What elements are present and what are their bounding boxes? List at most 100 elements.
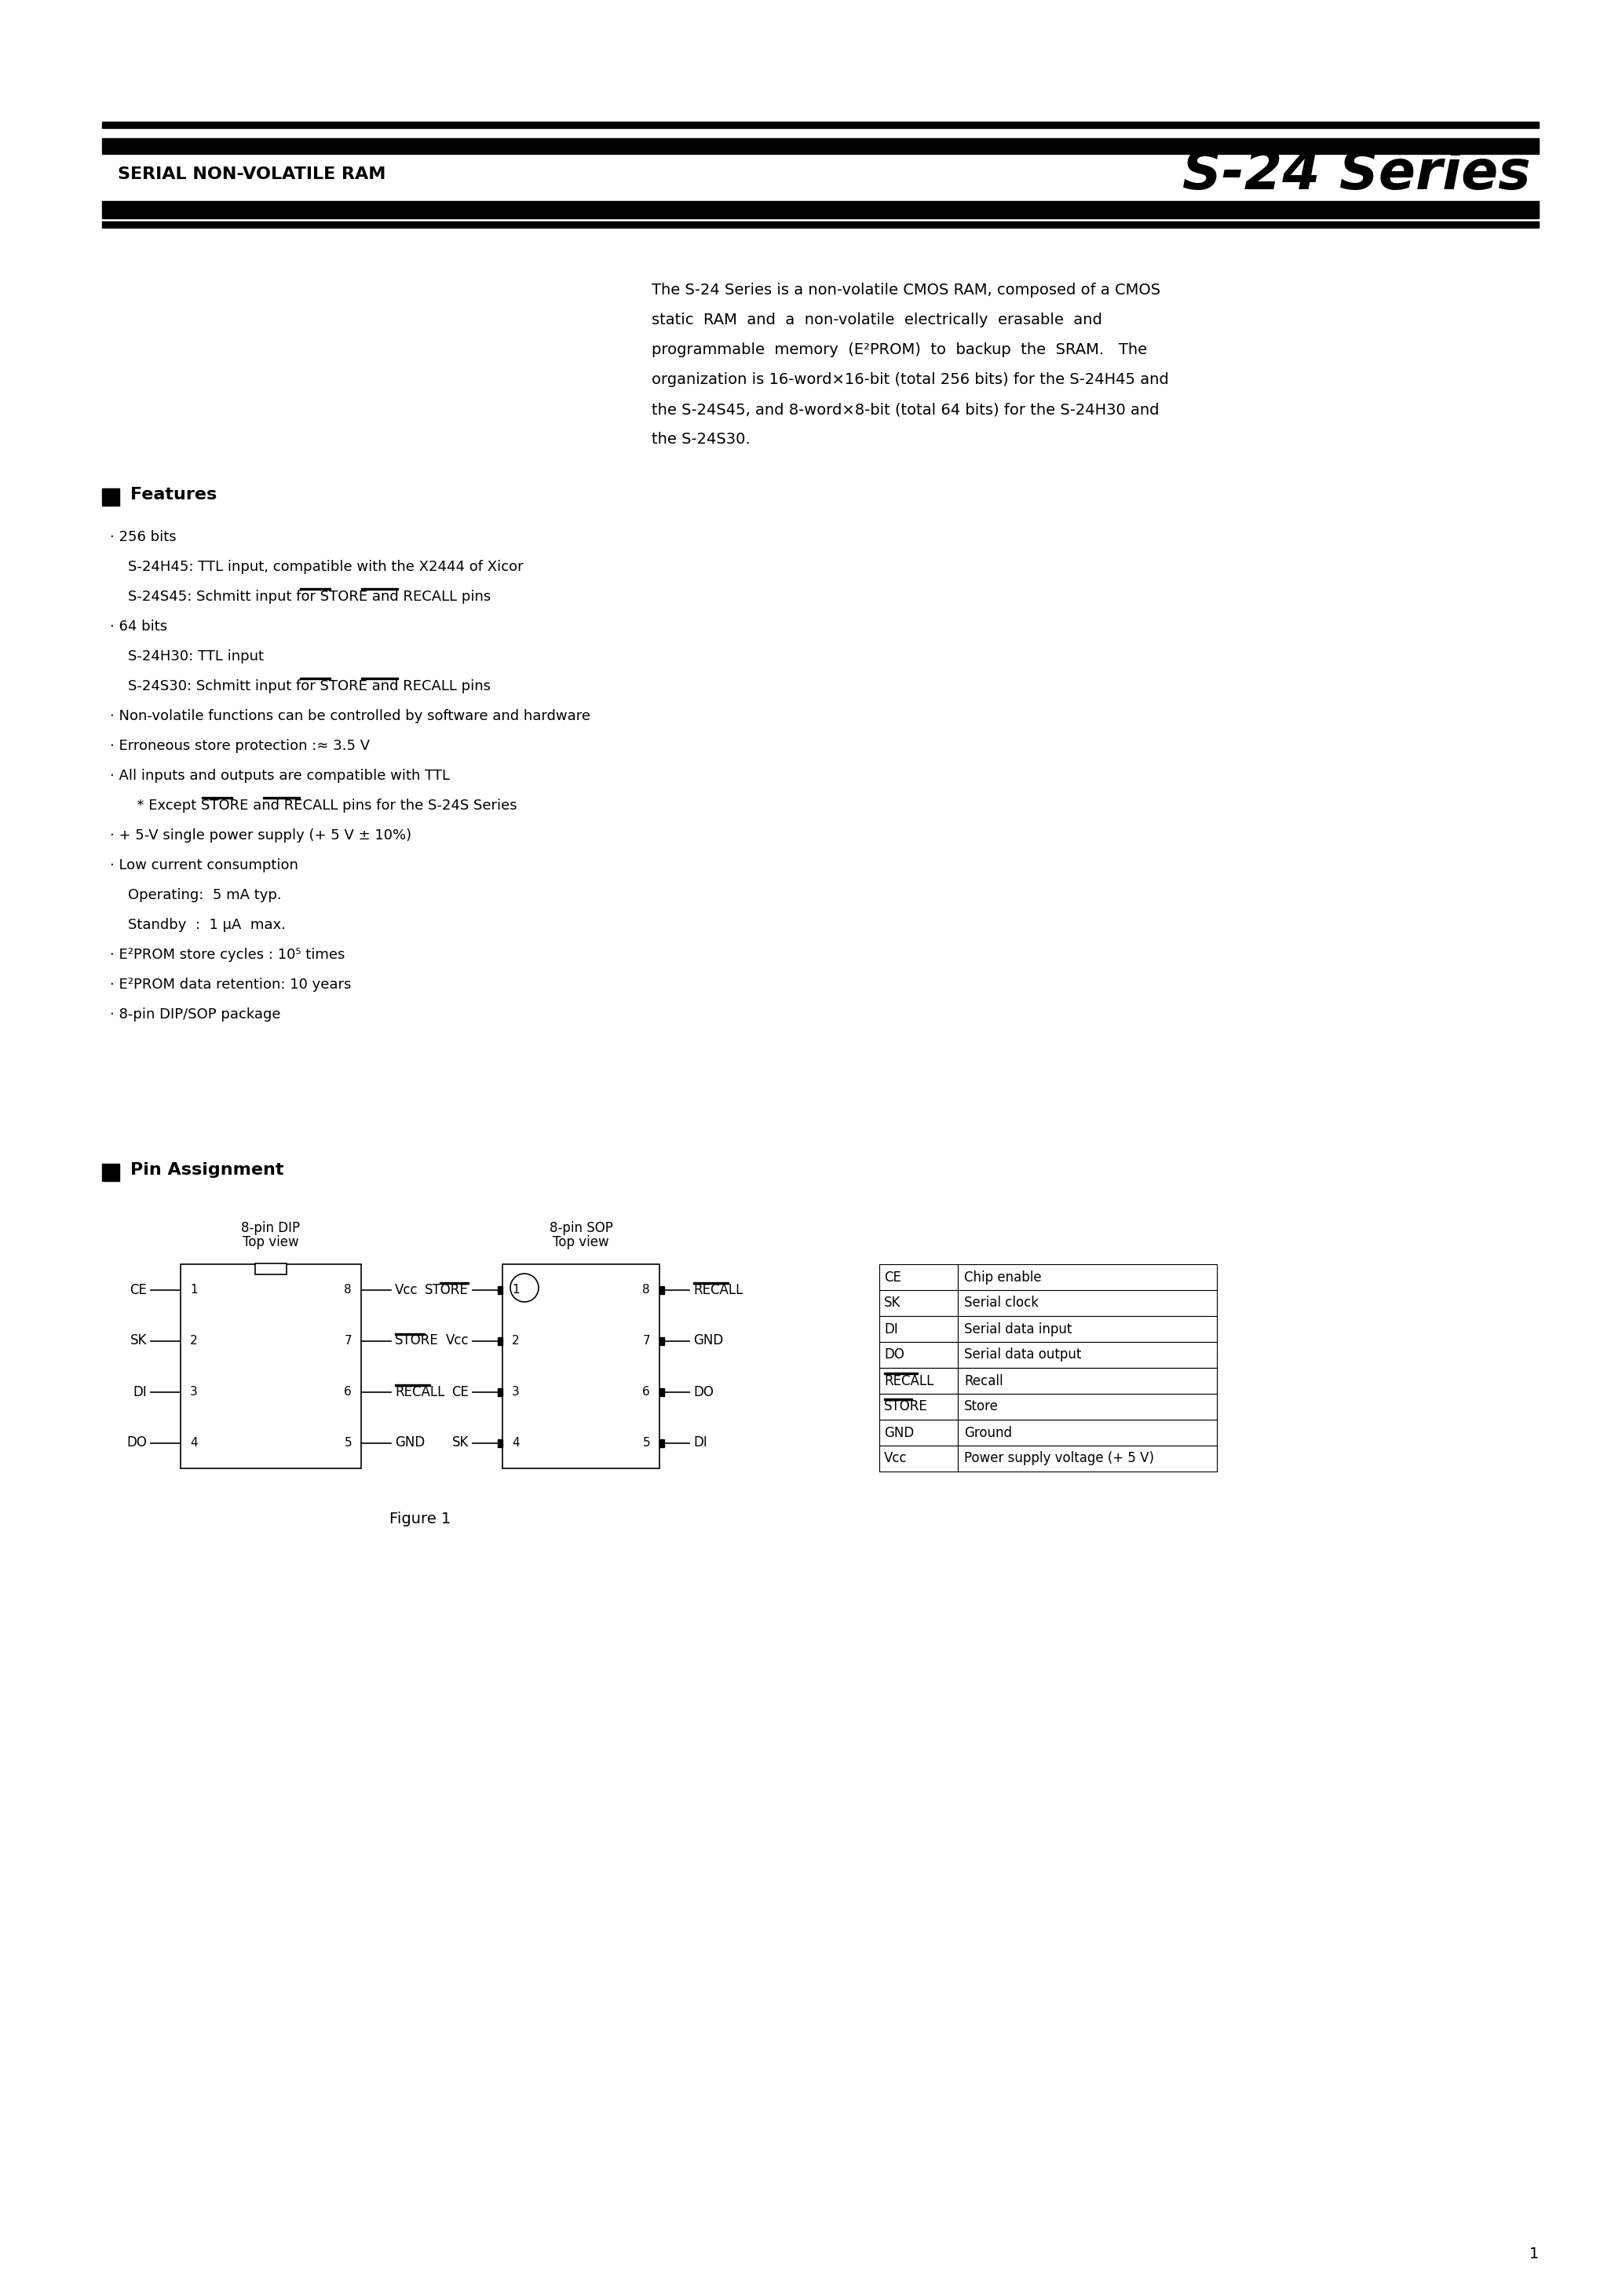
Text: DI: DI <box>884 1322 899 1336</box>
Text: 4: 4 <box>190 1437 198 1449</box>
Text: 8: 8 <box>344 1283 352 1295</box>
Text: 1: 1 <box>190 1283 198 1295</box>
Text: SERIAL NON-VOLATILE RAM: SERIAL NON-VOLATILE RAM <box>118 168 386 181</box>
Text: organization is 16-word×16-bit (total 256 bits) for the S-24H45 and: organization is 16-word×16-bit (total 25… <box>652 372 1169 388</box>
Text: 5: 5 <box>642 1437 650 1449</box>
Text: Features: Features <box>130 487 217 503</box>
Text: · + 5-V single power supply (+ 5 V ± 10%): · + 5-V single power supply (+ 5 V ± 10%… <box>110 829 412 843</box>
Bar <box>102 1164 120 1180</box>
Bar <box>498 1336 503 1345</box>
Bar <box>959 1290 1216 1316</box>
Text: SK: SK <box>453 1435 469 1449</box>
Text: The S-24 Series is a non-volatile CMOS RAM, composed of a CMOS: The S-24 Series is a non-volatile CMOS R… <box>652 282 1160 298</box>
Bar <box>660 1440 663 1446</box>
Text: 2: 2 <box>190 1334 198 1348</box>
Bar <box>102 489 120 505</box>
Text: Chip enable: Chip enable <box>963 1270 1041 1283</box>
Text: DI: DI <box>693 1435 707 1449</box>
Text: · 64 bits: · 64 bits <box>110 620 167 634</box>
Text: · All inputs and outputs are compatible with TTL: · All inputs and outputs are compatible … <box>110 769 449 783</box>
Text: CE: CE <box>130 1283 148 1297</box>
Bar <box>660 1336 663 1345</box>
Text: STORE: STORE <box>425 1283 469 1297</box>
Bar <box>503 1265 660 1469</box>
Bar <box>660 1387 663 1396</box>
Bar <box>102 138 1539 154</box>
Bar <box>879 1419 959 1446</box>
Bar <box>180 1265 362 1469</box>
Bar <box>498 1286 503 1293</box>
Text: Serial clock: Serial clock <box>963 1295 1038 1311</box>
Text: 6: 6 <box>642 1387 650 1398</box>
Bar <box>879 1341 959 1368</box>
Text: S-24H45: TTL input, compatible with the X2444 of Xicor: S-24H45: TTL input, compatible with the … <box>110 560 524 574</box>
Bar <box>879 1265 959 1290</box>
Text: Store: Store <box>963 1401 999 1414</box>
Text: GND: GND <box>693 1334 723 1348</box>
Text: · 256 bits: · 256 bits <box>110 530 177 544</box>
Text: · E²PROM store cycles : 10⁵ times: · E²PROM store cycles : 10⁵ times <box>110 948 345 962</box>
Text: SK: SK <box>130 1334 148 1348</box>
Bar <box>959 1341 1216 1368</box>
Text: Pin Assignment: Pin Assignment <box>130 1162 284 1178</box>
Text: CE: CE <box>884 1270 902 1283</box>
Text: Serial data input: Serial data input <box>963 1322 1072 1336</box>
Text: static  RAM  and  a  non-volatile  electrically  erasable  and: static RAM and a non-volatile electrical… <box>652 312 1103 328</box>
Text: Operating:  5 mA typ.: Operating: 5 mA typ. <box>110 889 282 902</box>
Text: 3: 3 <box>513 1387 519 1398</box>
Text: Vcc: Vcc <box>884 1451 907 1465</box>
Text: RECALL: RECALL <box>693 1283 743 1297</box>
Text: * Except STORE and RECALL pins for the S-24S Series: * Except STORE and RECALL pins for the S… <box>110 799 517 813</box>
Bar <box>959 1446 1216 1472</box>
Text: 5: 5 <box>344 1437 352 1449</box>
Text: programmable  memory  (E²PROM)  to  backup  the  SRAM.   The: programmable memory (E²PROM) to backup t… <box>652 342 1147 358</box>
Bar <box>879 1290 959 1316</box>
Bar <box>959 1368 1216 1394</box>
Bar <box>879 1316 959 1341</box>
Text: Vcc: Vcc <box>394 1283 418 1297</box>
Text: Serial data output: Serial data output <box>963 1348 1082 1362</box>
Text: 1: 1 <box>513 1283 519 1295</box>
Text: · Non-volatile functions can be controlled by software and hardware: · Non-volatile functions can be controll… <box>110 709 590 723</box>
Text: SK: SK <box>884 1295 900 1311</box>
Text: S-24H30: TTL input: S-24H30: TTL input <box>110 650 264 664</box>
Text: GND: GND <box>394 1435 425 1449</box>
Text: Standby  :  1 μA  max.: Standby : 1 μA max. <box>110 918 285 932</box>
Text: 1: 1 <box>1530 2245 1539 2262</box>
Text: RECALL: RECALL <box>884 1373 934 1387</box>
Text: Vcc: Vcc <box>446 1334 469 1348</box>
Bar <box>959 1419 1216 1446</box>
Text: 2: 2 <box>513 1334 519 1348</box>
Text: Recall: Recall <box>963 1373 1002 1387</box>
Text: the S-24S45, and 8-word×8-bit (total 64 bits) for the S-24H30 and: the S-24S45, and 8-word×8-bit (total 64 … <box>652 402 1160 418</box>
Bar <box>959 1265 1216 1290</box>
Text: STORE: STORE <box>884 1401 928 1414</box>
Bar <box>102 202 1539 218</box>
Text: STORE: STORE <box>394 1334 438 1348</box>
Bar <box>879 1394 959 1419</box>
Text: DO: DO <box>693 1384 714 1398</box>
Text: Power supply voltage (+ 5 V): Power supply voltage (+ 5 V) <box>963 1451 1155 1465</box>
Text: DI: DI <box>133 1384 148 1398</box>
Text: RECALL: RECALL <box>394 1384 444 1398</box>
Text: 3: 3 <box>190 1387 198 1398</box>
Bar <box>498 1387 503 1396</box>
Text: S-24 Series: S-24 Series <box>1182 147 1531 200</box>
Text: DO: DO <box>884 1348 905 1362</box>
Text: S-24S45: Schmitt input for STORE and RECALL pins: S-24S45: Schmitt input for STORE and REC… <box>110 590 491 604</box>
Bar <box>102 220 1539 227</box>
Text: DO: DO <box>127 1435 148 1449</box>
Text: 8: 8 <box>642 1283 650 1295</box>
Text: · Low current consumption: · Low current consumption <box>110 859 298 872</box>
Text: 7: 7 <box>344 1334 352 1348</box>
Text: 8-pin SOP: 8-pin SOP <box>550 1221 613 1235</box>
Bar <box>102 122 1539 129</box>
Text: GND: GND <box>884 1426 915 1440</box>
Text: CE: CE <box>451 1384 469 1398</box>
Bar <box>255 1263 287 1274</box>
Circle shape <box>511 1274 539 1302</box>
Text: Top view: Top view <box>243 1235 298 1249</box>
Bar <box>959 1394 1216 1419</box>
Text: 6: 6 <box>344 1387 352 1398</box>
Bar <box>879 1446 959 1472</box>
